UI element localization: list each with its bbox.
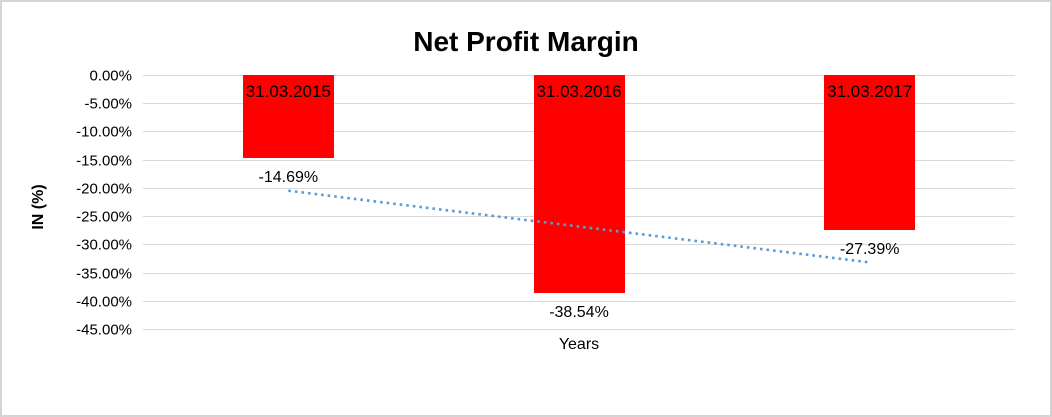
y-tick-label: -30.00% [76, 236, 132, 254]
y-axis-tick-labels: 0.00% -5.00% -10.00% -15.00% -20.00% -25.00% -… [2, 69, 132, 338]
chart-title: Net Profit Margin [413, 26, 639, 57]
y-tick-label: 0.00% [89, 67, 132, 85]
y-tick-label: -10.00% [76, 123, 132, 141]
plot-area: 31.03.2015 -14.69% 31.03.2016 -38.54% 31.03.… [143, 75, 1015, 330]
bar: 31.03.2017 [824, 75, 916, 230]
bar-value-label: -27.39% [839, 240, 900, 258]
y-tick-label: -5.00% [84, 95, 132, 113]
y-tick-label: -15.00% [76, 152, 132, 170]
y-tick-label: -45.00% [76, 321, 132, 339]
bar: 31.03.2015 [242, 75, 334, 158]
y-tick-label: -40.00% [76, 293, 132, 311]
bar-category-label: 31.03.2017 [827, 82, 913, 101]
bar-category-label: 31.03.2015 [245, 82, 331, 101]
bar: 31.03.2016 [533, 75, 625, 293]
linear-trendline [288, 189, 870, 264]
x-axis-title: Years [558, 336, 600, 353]
y-tick-label: -20.00% [76, 180, 132, 198]
bar-value-label: -38.54% [549, 303, 609, 321]
gridline [143, 300, 1015, 302]
bar-category-label: 31.03.2016 [536, 82, 622, 101]
gridline [143, 329, 1015, 330]
trendline-layer [288, 189, 870, 264]
y-tick-label: -25.00% [76, 208, 132, 226]
y-tick-label: -35.00% [76, 265, 132, 283]
bar-value-label: -14.69% [258, 168, 319, 186]
